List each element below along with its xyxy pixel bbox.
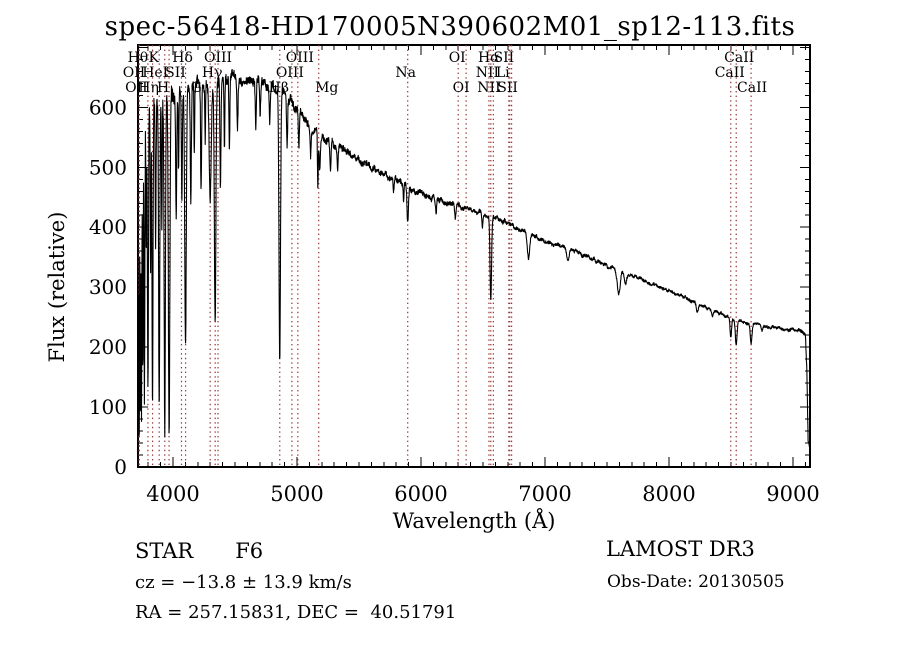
spectral-line-label: Hη: [138, 80, 159, 96]
spectrum-trace: [137, 69, 811, 449]
axis-ticks: [138, 45, 810, 467]
spectral-line-label: CaII: [724, 50, 754, 66]
plot-title: spec-56418-HD170005N390602M01_sp12-113.f…: [104, 12, 796, 42]
spectral-line-label: NII: [476, 65, 499, 81]
spectral-line-label: HeI: [142, 65, 168, 81]
plot-frame: [137, 44, 811, 468]
spectral-line-label: Hδ: [172, 50, 193, 66]
spectral-line-label: OII: [123, 65, 146, 81]
obs-date-annotation: Obs-Date: 20130505: [607, 572, 785, 592]
y-tick-label: 400: [89, 215, 127, 239]
y-tick-label: 600: [89, 95, 127, 119]
y-tick-label: 500: [89, 155, 127, 179]
spectral-line-label: OIII: [276, 65, 304, 81]
object-class-annotation: STAR F6: [135, 539, 263, 563]
spectral-line-markers: [138, 45, 752, 467]
y-tick-label: 200: [89, 335, 127, 359]
spectral-line-label: Li: [496, 65, 510, 81]
x-axis-title: Wavelength (Å): [393, 508, 556, 533]
subclass-label: F6: [235, 539, 264, 563]
spectral-line-label: SII: [493, 50, 514, 66]
y-axis-title: Flux (relative): [45, 212, 69, 363]
y-tick-label: 300: [89, 275, 127, 299]
object-type-label: STAR: [135, 539, 194, 563]
spectral-line-label: Mg: [315, 80, 338, 96]
spectral-line-label: Hθ: [128, 50, 149, 66]
spectral-line-label: OI: [449, 50, 466, 66]
spectral-line-label: OI: [453, 80, 470, 96]
x-tick-label: 6000: [394, 482, 447, 506]
spectral-line-label: NII: [477, 80, 500, 96]
x-tick-label: 8000: [642, 482, 695, 506]
spectral-line-label: Hγ: [202, 65, 223, 81]
x-tick-label: 7000: [518, 482, 571, 506]
spectral-line-label: G: [191, 80, 202, 96]
ra-dec-annotation: RA = 257.15831, DEC = 40.51791: [135, 602, 457, 623]
spectral-line-label: CaII: [715, 65, 745, 81]
spectral-line-label: OII: [125, 80, 148, 96]
spectral-line-label: K: [149, 50, 160, 66]
y-tick-label: 0: [114, 455, 127, 479]
spectral-line-label: CaII: [737, 80, 767, 96]
spectral-line-label: Hα: [478, 50, 500, 66]
spectral-line-label: OIII: [204, 50, 232, 66]
survey-release-annotation: LAMOST DR3: [606, 537, 755, 561]
cz-annotation: cz = −13.8 ± 13.9 km/s: [135, 572, 352, 593]
x-tick-label: 4000: [146, 482, 199, 506]
y-tick-label: 100: [89, 395, 127, 419]
spectral-line-label: Na: [395, 65, 416, 81]
x-tick-label: 9000: [766, 482, 819, 506]
spectral-line-label: H: [157, 80, 169, 96]
spectral-line-label: OIII: [286, 50, 314, 66]
spectral-line-label: SII: [497, 80, 518, 96]
x-tick-label: 5000: [270, 482, 323, 506]
spectral-line-label: SII: [165, 65, 186, 81]
